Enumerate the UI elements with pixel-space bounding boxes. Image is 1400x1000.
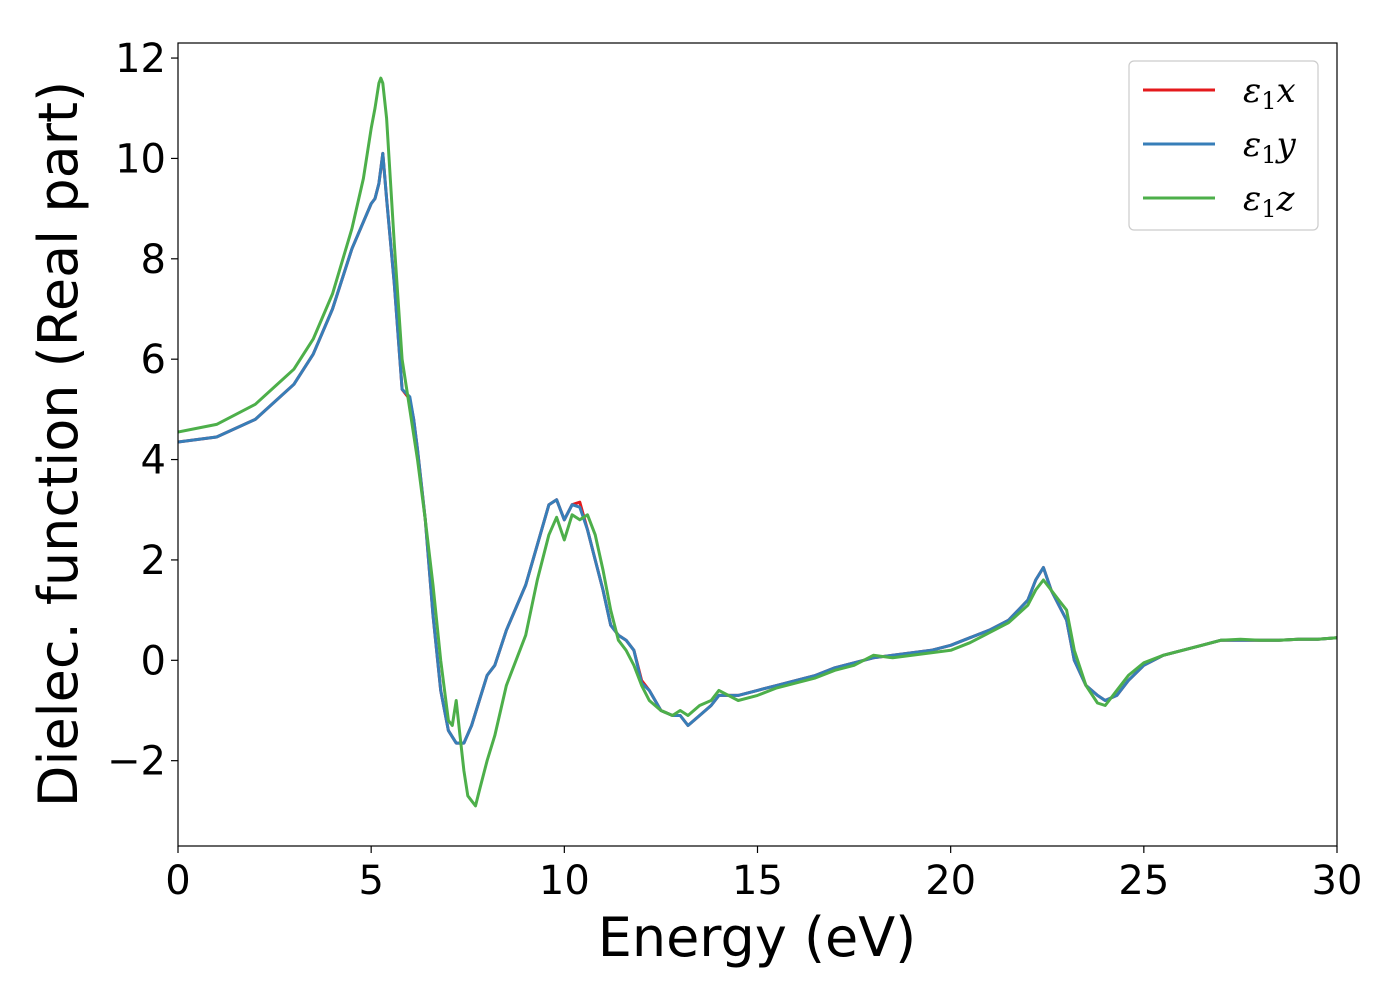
x-tick-label: 0 xyxy=(165,858,190,904)
legend-label-z: ε1z xyxy=(1243,179,1296,223)
y-tick-label: 8 xyxy=(141,237,166,283)
y-axis-ticks: −2 0 2 4 6 8 10 12 xyxy=(107,36,178,785)
x-tick-label: 10 xyxy=(539,858,590,904)
x-tick-label: 15 xyxy=(732,858,783,904)
y-tick-label: 0 xyxy=(141,638,166,684)
y-tick-label: 4 xyxy=(141,438,166,484)
y-tick-label: 2 xyxy=(141,538,166,584)
legend-box xyxy=(1128,60,1319,231)
y-tick-label: −2 xyxy=(107,739,166,785)
x-tick-label: 5 xyxy=(358,858,383,904)
x-tick-label: 20 xyxy=(925,858,976,904)
y-tick-label: 6 xyxy=(141,337,166,383)
x-tick-label: 30 xyxy=(1312,858,1363,904)
y-tick-label: 12 xyxy=(115,36,166,82)
legend-label-x: ε1x xyxy=(1243,71,1296,115)
legend: ε1x ε1y ε1z xyxy=(1128,60,1319,231)
series-line-z xyxy=(178,76,1337,808)
legend-label-y: ε1y xyxy=(1243,125,1297,169)
x-tick-label: 25 xyxy=(1118,858,1169,904)
series-group xyxy=(178,76,1337,808)
x-axis-ticks: 0 5 10 15 20 25 30 xyxy=(165,846,1362,904)
y-tick-label: 10 xyxy=(115,136,166,182)
x-axis-label: Energy (eV) xyxy=(598,906,917,969)
y-axis-label: Dielec. function (Real part) xyxy=(27,81,90,807)
